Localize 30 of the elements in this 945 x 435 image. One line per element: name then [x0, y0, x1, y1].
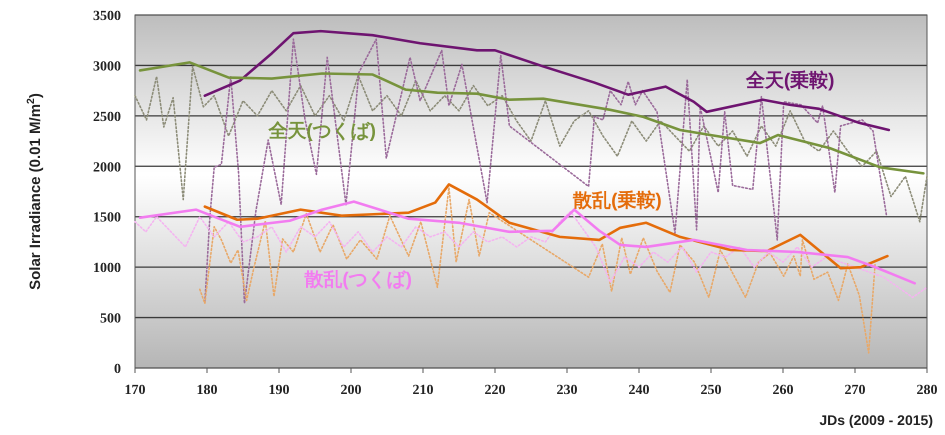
y-tick-label: 3000 [93, 59, 121, 74]
x-tick-label: 260 [772, 383, 794, 398]
y-tick-label: 1500 [93, 210, 121, 226]
x-tick-label: 210 [412, 383, 434, 398]
y-tick-label: 500 [100, 312, 121, 327]
x-axis-title: JDs (2009 - 2015) [819, 412, 933, 428]
x-tick-label: 230 [556, 383, 578, 398]
line-series [138, 61, 925, 175]
line-series [204, 38, 888, 304]
y-tick-label: 2500 [93, 110, 121, 125]
text: 散乱(つくば) [303, 269, 412, 290]
y-tick-label: 0 [114, 362, 121, 377]
text: 全天(つくば) [267, 121, 376, 142]
x-tick-label: 250 [700, 383, 722, 398]
y-tick-label: 2000 [93, 160, 121, 176]
line-series [134, 210, 928, 298]
x-tick-label: 200 [340, 383, 362, 398]
line-series [199, 186, 876, 354]
x-tick-label: 170 [124, 383, 146, 398]
series-label: 散乱(乗鞍) [572, 190, 662, 212]
line-series [134, 66, 928, 223]
y-tick-label: 1000 [93, 261, 121, 276]
x-tick-label: 280 [916, 383, 938, 398]
series-label: 全天(乗鞍) [744, 70, 835, 92]
x-tick-label: 240 [628, 383, 650, 398]
y-tick-label: 3500 [93, 9, 121, 24]
x-tick-label: 270 [844, 383, 866, 398]
x-tick-label: 180 [196, 383, 218, 398]
x-tick-label: 190 [268, 383, 290, 398]
x-tick-label: 220 [484, 383, 506, 398]
